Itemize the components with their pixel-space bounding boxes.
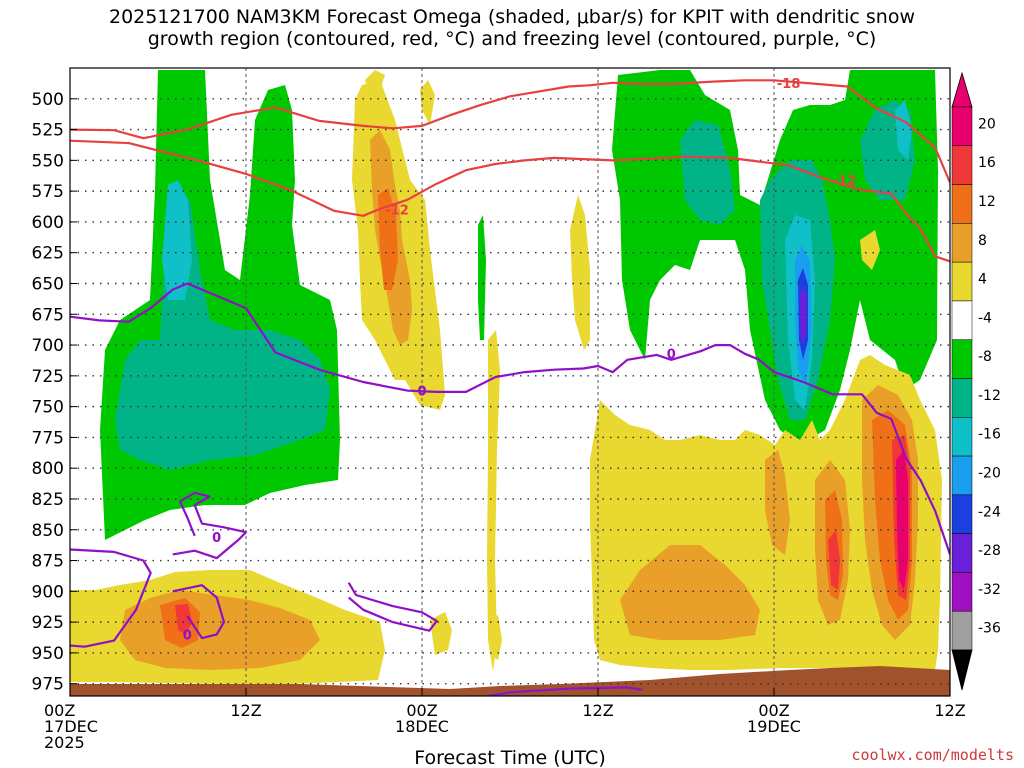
- y-tick-label: 825: [32, 490, 64, 510]
- contour-freezing-level: [70, 282, 950, 555]
- x-axis-label: Forecast Time (UTC): [414, 747, 605, 768]
- colorbar-label: -16: [978, 427, 1001, 443]
- y-tick-label: 550: [32, 151, 64, 171]
- chart-title-line-1: 2025121700 NAM3KM Forecast Omega (shaded…: [108, 6, 916, 28]
- colorbar-swatch: [951, 417, 973, 457]
- ground-terrain: [70, 666, 950, 696]
- contour-freezing-level-cell: [172, 584, 226, 640]
- x-tick-label: 12Z: [934, 701, 965, 720]
- y-tick-label: 850: [32, 521, 64, 541]
- contour-label-dgz-upper: -18: [777, 77, 801, 92]
- colorbar-label: -28: [978, 543, 1001, 559]
- y-tick-label: 775: [32, 428, 64, 448]
- chart-title: 2025121700 NAM3KM Forecast Omega (shaded…: [0, 6, 1024, 50]
- x-tick-label: 00Z: [758, 701, 789, 720]
- contour-label-freezing: 0: [212, 531, 221, 546]
- contour-label-freezing: 0: [417, 385, 426, 400]
- colorbar-swatch: [951, 610, 973, 651]
- contour-labels: -18 -12 -12 0 0 0 0: [183, 77, 857, 644]
- colorbar-label: 16: [978, 155, 996, 171]
- omega-shade-gold: [620, 545, 760, 640]
- y-tick-label: 900: [32, 582, 64, 602]
- contour-label-freezing: 0: [667, 348, 676, 363]
- x-tick-label: 18DEC: [395, 717, 449, 736]
- contour-dgz-minus18: [70, 79, 950, 183]
- colorbar-max-arrow: [951, 71, 973, 108]
- x-tick-label: 12Z: [230, 701, 261, 720]
- omega-shade-green: [100, 70, 340, 540]
- colorbar-swatch: [951, 572, 973, 612]
- colorbar-label: 4: [978, 272, 987, 288]
- colorbar-min-arrow: [951, 649, 973, 691]
- colorbar-swatch: [951, 533, 973, 573]
- contour-freezing-level-cell: [347, 582, 438, 632]
- colorbar-swatch: [951, 455, 973, 496]
- y-tick-label: 675: [32, 305, 64, 325]
- y-tick-label: 975: [32, 675, 64, 695]
- colorbar-label: 12: [978, 194, 996, 210]
- colorbar-label: 8: [978, 233, 987, 249]
- contour-dgz-minus12: [70, 139, 950, 263]
- colorbar-swatch: [951, 339, 973, 379]
- y-tick-label: 500: [32, 90, 64, 110]
- y-tick-label: 600: [32, 213, 64, 233]
- colorbar-swatch: [951, 223, 973, 263]
- omega-shade-magenta: [896, 450, 908, 590]
- omega-shade-green: [478, 215, 486, 340]
- colorbar-label: -8: [978, 349, 992, 365]
- y-tick-label: 575: [32, 182, 64, 202]
- x-tick-label: 17DEC: [44, 717, 98, 736]
- y-tick-label: 750: [32, 398, 64, 418]
- y-tick-label: 650: [32, 274, 64, 294]
- x-tick-label: 12Z: [582, 701, 613, 720]
- y-tick-label: 700: [32, 336, 64, 356]
- colorbar-swatch: [951, 300, 973, 340]
- colorbar-swatch: [951, 184, 973, 224]
- colorbar-label: -12: [978, 388, 1001, 404]
- y-tick-label: 525: [32, 121, 64, 141]
- plot-grid: [70, 68, 950, 696]
- contour-freezing-level-cell: [70, 548, 152, 648]
- colorbar-swatch: [951, 378, 973, 418]
- omega-shade-white: [440, 505, 588, 655]
- colorbar-label: -24: [978, 504, 1001, 520]
- contour-label-dgz-lower: -12: [833, 174, 857, 189]
- colorbar-swatch: [951, 494, 973, 534]
- y-tick-label: 875: [32, 552, 64, 572]
- chart-title-line-2: growth region (contoured, red, °C) and f…: [147, 28, 877, 50]
- credit-link[interactable]: coolwx.com/modelts: [851, 746, 1014, 764]
- x-tick-label: 00Z: [406, 701, 437, 720]
- colorbar-label: -4: [978, 310, 992, 326]
- y-tick-label: 800: [32, 459, 64, 479]
- contour-label-freezing: 0: [183, 628, 192, 643]
- colorbar: 20 16 12 8 4 -4 -8 -12 -16 -20 -24 -28 -32 -36: [951, 71, 1001, 691]
- omega-shade-violet: [800, 287, 807, 345]
- colorbar-label: -32: [978, 582, 1001, 598]
- colorbar-label: 20: [978, 116, 996, 132]
- y-tick-label: 925: [32, 613, 64, 633]
- colorbar-swatch: [951, 106, 973, 147]
- omega-shade-yellow: [430, 330, 502, 672]
- contour-lines: [70, 79, 950, 696]
- y-axis: 500 525 550 575 600 625 650 675 700 725 750 775 800 8…: [32, 90, 77, 695]
- plot-frame: [69, 67, 951, 697]
- y-tick-label: 950: [32, 644, 64, 664]
- x-tick-label: 19DEC: [747, 717, 801, 736]
- colorbar-label: -20: [978, 465, 1001, 481]
- colorbar-swatch: [951, 145, 973, 185]
- y-tick-label: 725: [32, 367, 64, 387]
- x-tick-label: 00Z: [44, 701, 75, 720]
- omega-shade-cyan: [162, 180, 192, 300]
- contour-freezing-level-cell: [481, 686, 643, 696]
- y-tick-label: 625: [32, 244, 64, 264]
- colorbar-swatch: [951, 261, 973, 302]
- x-tick-label: 2025: [44, 733, 85, 752]
- omega-shading: [70, 70, 942, 684]
- contour-label-dgz-lower: -12: [385, 204, 409, 219]
- colorbar-label: -36: [978, 621, 1001, 637]
- contour-freezing-level-cell: [172, 491, 248, 560]
